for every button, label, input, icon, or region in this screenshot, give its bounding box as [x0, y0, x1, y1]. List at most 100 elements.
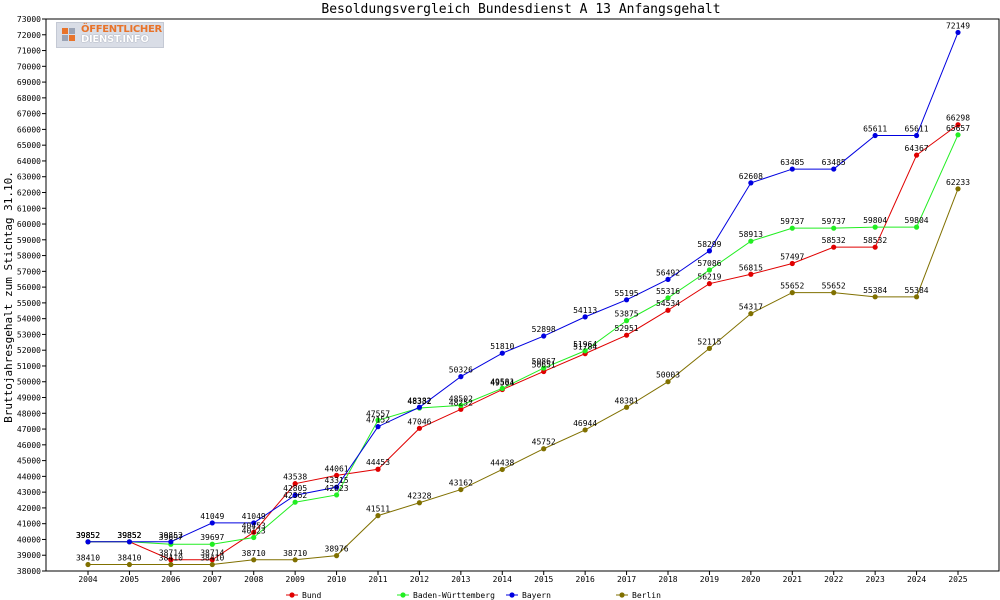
x-tick-label: 2015: [534, 575, 553, 584]
data-label-bund: 47046: [407, 417, 431, 426]
x-tick-label: 2024: [907, 575, 926, 584]
data-label-berlin: 46944: [573, 419, 597, 428]
x-tick-label: 2022: [824, 575, 843, 584]
data-point-baden-w-rttemberg: [872, 224, 878, 230]
data-label-berlin: 41511: [366, 505, 390, 514]
y-tick-label: 69000: [17, 78, 41, 87]
data-point-bayern: [665, 276, 671, 282]
data-point-berlin: [458, 486, 464, 493]
y-tick-label: 42000: [17, 504, 41, 513]
series-layer: [85, 29, 961, 568]
data-point-baden-w-rttemberg: [913, 224, 920, 230]
x-tick-label: 2025: [948, 575, 967, 584]
y-tick-label: 53000: [17, 330, 41, 339]
data-point-baden-w-rttemberg: [209, 541, 215, 547]
y-tick-label: 51000: [17, 362, 41, 371]
data-label-bund: 57497: [780, 253, 804, 262]
data-label-bund: 38714: [200, 549, 224, 558]
x-tick-label: 2007: [203, 575, 222, 584]
x-tick-label: 2014: [493, 575, 512, 584]
data-label-bayern: 41049: [242, 512, 266, 521]
data-point-bund: [168, 557, 174, 563]
x-tick-label: 2009: [286, 575, 305, 584]
data-label-berlin: 43162: [449, 479, 473, 488]
data-label-bund: 58532: [822, 236, 846, 245]
y-tick-label: 63000: [17, 173, 41, 182]
data-point-bayern: [416, 404, 423, 410]
data-point-bund: [955, 122, 961, 128]
data-point-berlin: [665, 379, 671, 385]
data-label-berlin: 50003: [656, 371, 680, 380]
data-label-bund: 58532: [863, 236, 887, 245]
y-tick-label: 61000: [17, 204, 41, 213]
y-tick-label: 54000: [17, 315, 41, 324]
data-point-berlin: [126, 561, 133, 568]
data-label-baden-w-rttemberg: 49581: [490, 377, 514, 386]
data-label-bayern: 47152: [366, 416, 390, 425]
data-label-berlin: 38710: [242, 549, 266, 558]
y-tick-label: 49000: [17, 394, 41, 403]
data-point-bund: [706, 281, 713, 287]
data-point-berlin: [499, 466, 505, 473]
data-point-bund: [251, 529, 257, 535]
data-label-bund: 66298: [946, 114, 970, 123]
data-point-bund: [748, 271, 754, 277]
data-label-baden-w-rttemberg: 51964: [573, 340, 597, 349]
y-tick-label: 68000: [17, 94, 41, 103]
data-label-baden-w-rttemberg: 40123: [242, 527, 266, 536]
data-label-baden-w-rttemberg: 59804: [905, 216, 929, 225]
legend-label-baden-w-rttemberg: Baden-Württemberg: [413, 591, 495, 600]
y-axis-label: Bruttojahresgehalt zum Stichtag 31.10.: [2, 171, 15, 423]
y-axis: 38000 39000 40000 41000 42000 43000 44000 45000…: [17, 15, 46, 576]
y-tick-label: 66000: [17, 125, 41, 134]
x-tick-label: 2006: [161, 575, 180, 584]
data-point-berlin: [623, 404, 630, 410]
data-point-bayern: [789, 166, 795, 172]
y-tick-label: 45000: [17, 457, 41, 466]
data-point-bund: [416, 425, 423, 431]
data-label-bund: 40453: [242, 521, 266, 530]
data-point-berlin: [789, 290, 795, 296]
data-label-berlin: 38410: [200, 554, 224, 563]
x-tick-label: 2010: [327, 575, 346, 584]
data-label-bayern: 54113: [573, 306, 597, 315]
data-point-baden-w-rttemberg: [292, 499, 298, 505]
y-tick-label: 73000: [17, 15, 41, 24]
data-point-berlin: [831, 290, 837, 296]
data-point-berlin: [416, 500, 423, 506]
data-label-berlin: 45752: [532, 438, 556, 447]
y-tick-label: 40000: [17, 535, 41, 544]
x-tick-label: 2020: [741, 575, 760, 584]
data-point-bund: [292, 481, 298, 487]
data-point-berlin: [872, 294, 878, 300]
data-label-baden-w-rttemberg: 39852: [76, 531, 100, 540]
data-label-bayern: 65611: [905, 125, 929, 134]
data-label-bund: 43538: [283, 473, 307, 482]
x-tick-label: 2019: [700, 575, 719, 584]
y-tick-label: 48000: [17, 409, 41, 418]
data-label-baden-w-rttemberg: 53875: [615, 310, 639, 319]
data-label-baden-w-rttemberg: 39852: [117, 531, 141, 540]
y-tick-label: 43000: [17, 488, 41, 497]
data-label-bund: 54534: [656, 299, 680, 308]
data-label-bund: 56219: [697, 273, 721, 282]
data-point-bayern: [251, 520, 257, 526]
y-tick-label: 47000: [17, 425, 41, 434]
data-point-bund: [623, 332, 630, 338]
data-label-bund: 48252: [449, 398, 473, 407]
y-tick-label: 50000: [17, 378, 41, 387]
series-line-bund: [88, 124, 959, 561]
data-point-baden-w-rttemberg: [665, 295, 671, 301]
data-label-berlin: 48381: [615, 396, 639, 405]
y-tick-label: 58000: [17, 252, 41, 261]
data-point-baden-w-rttemberg: [541, 365, 547, 371]
data-point-berlin: [913, 294, 920, 300]
data-label-berlin: 42328: [407, 492, 431, 501]
data-point-bund: [872, 244, 878, 250]
logo-line-2: DIENST.INFO: [81, 34, 149, 45]
x-tick-label: 2005: [120, 575, 139, 584]
data-point-baden-w-rttemberg: [748, 238, 754, 244]
data-point-bayern: [831, 166, 837, 172]
data-point-berlin: [375, 513, 381, 519]
